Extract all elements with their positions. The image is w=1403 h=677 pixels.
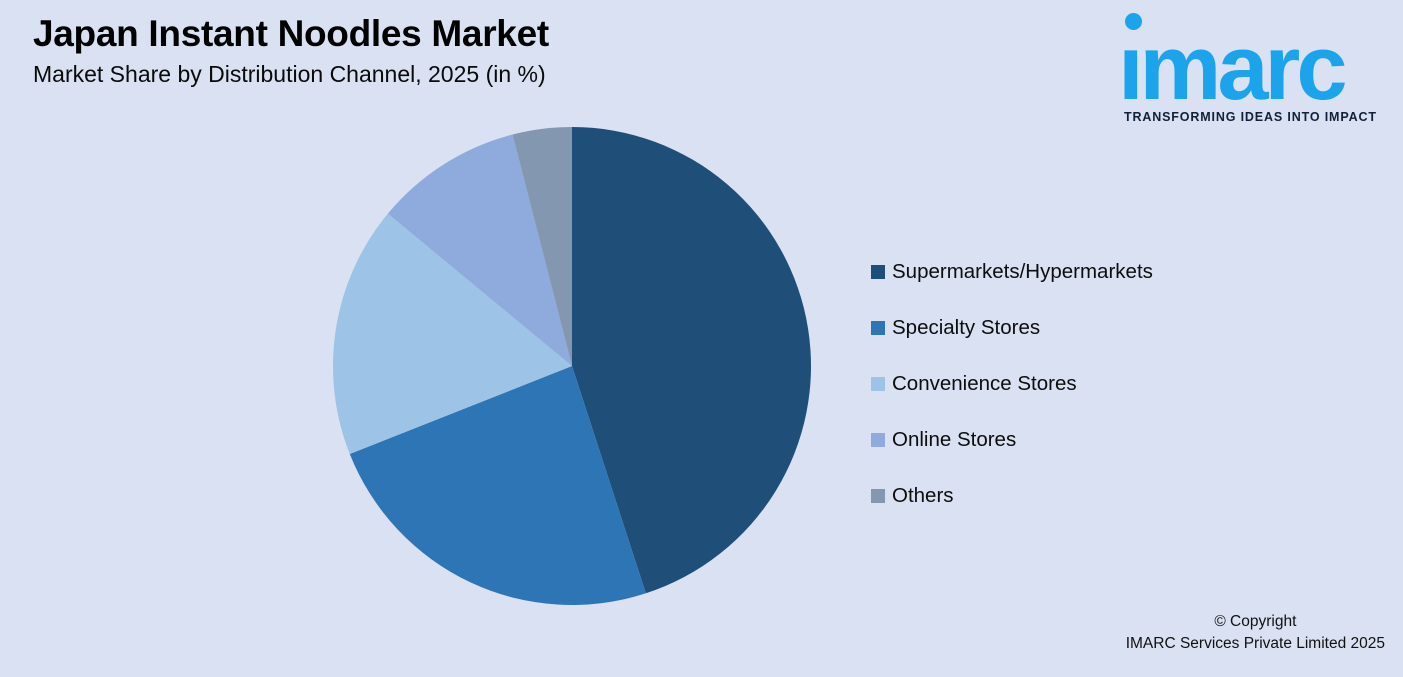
page-subtitle: Market Share by Distribution Channel, 20… [33, 61, 546, 88]
logo-brand-text: ımarc [1118, 17, 1347, 119]
legend-swatch-supermarkets-hypermarkets [871, 264, 885, 279]
logo-dot-icon [1125, 13, 1142, 30]
pie-chart [333, 127, 811, 605]
legend-label-supermarkets-hypermarkets: Supermarkets/Hypermarkets [892, 260, 1153, 283]
pie-slice-supermarkets-hypermarkets [572, 127, 811, 594]
legend-label-online-stores: Online Stores [892, 428, 1017, 451]
legend-label-convenience-stores: Convenience Stores [892, 372, 1077, 395]
legend-item-others: Others [871, 483, 1153, 508]
pie-slice-specialty-stores [349, 366, 646, 605]
pie-slice-online-stores [387, 134, 572, 366]
legend-item-specialty-stores: Specialty Stores [871, 315, 1153, 340]
pie-slice-convenience-stores [333, 213, 572, 454]
logo-tagline: TRANSFORMING IDEAS INTO IMPACT [1124, 110, 1377, 124]
legend: Supermarkets/Hypermarkets Specialty Store… [871, 259, 1153, 539]
legend-label-others: Others [892, 484, 954, 507]
legend-item-online-stores: Online Stores [871, 427, 1153, 452]
copyright-line2: IMARC Services Private Limited 2025 [1125, 635, 1385, 652]
copyright-line1: © Copyright [1214, 613, 1297, 630]
legend-item-convenience-stores: Convenience Stores [871, 371, 1153, 396]
page-title: Japan Instant Noodles Market [33, 13, 549, 54]
chart-header: Japan Instant Noodles Market Market Shar… [33, 12, 549, 89]
legend-swatch-online-stores [871, 432, 885, 447]
legend-swatch-specialty-stores [871, 320, 885, 335]
legend-swatch-convenience-stores [871, 376, 885, 391]
legend-swatch-others [871, 488, 885, 503]
pie-slice-others [512, 127, 572, 366]
imarc-logo: ımarc TRANSFORMING IDEAS INTO IMPACT [1114, 0, 1394, 135]
legend-label-specialty-stores: Specialty Stores [892, 316, 1041, 339]
copyright-notice: © Copyright IMARC Services Private Limit… [1126, 611, 1385, 655]
legend-item-supermarkets-hypermarkets: Supermarkets/Hypermarkets [871, 259, 1153, 284]
